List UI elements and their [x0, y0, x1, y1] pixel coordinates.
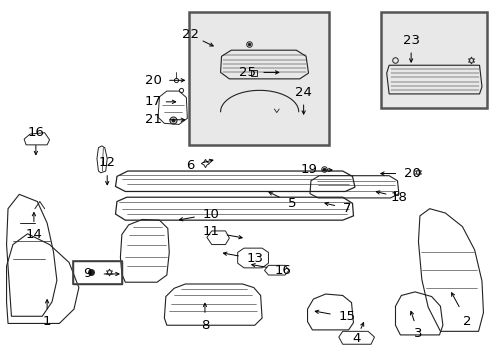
- Text: 21: 21: [145, 113, 162, 126]
- Text: 14: 14: [25, 228, 42, 241]
- Text: 13: 13: [246, 252, 263, 265]
- Text: 18: 18: [391, 191, 407, 204]
- Bar: [73, 261, 122, 284]
- Text: 3: 3: [414, 327, 423, 340]
- Text: 19: 19: [301, 163, 318, 176]
- Text: 20: 20: [404, 167, 420, 180]
- FancyBboxPatch shape: [381, 12, 487, 108]
- Text: 24: 24: [295, 86, 312, 99]
- Bar: [381, 12, 487, 108]
- Text: 1: 1: [43, 315, 51, 328]
- Text: 10: 10: [202, 208, 219, 221]
- Text: 25: 25: [239, 66, 256, 79]
- Bar: [73, 261, 122, 284]
- Text: 4: 4: [352, 332, 361, 345]
- Text: 12: 12: [98, 156, 116, 169]
- Text: 9: 9: [83, 267, 92, 280]
- Text: 2: 2: [463, 315, 471, 328]
- Text: 8: 8: [201, 319, 209, 332]
- Text: 16: 16: [27, 126, 44, 139]
- Text: 15: 15: [338, 310, 355, 324]
- Bar: [189, 12, 329, 145]
- Text: 17: 17: [145, 95, 162, 108]
- Text: 20: 20: [145, 74, 162, 87]
- Text: 5: 5: [288, 197, 296, 210]
- Text: 7: 7: [343, 202, 352, 215]
- Text: 16: 16: [275, 264, 292, 277]
- FancyBboxPatch shape: [189, 12, 329, 145]
- Text: 22: 22: [182, 28, 199, 41]
- Text: 11: 11: [202, 225, 220, 238]
- Text: 6: 6: [186, 159, 195, 172]
- Text: 23: 23: [403, 33, 419, 47]
